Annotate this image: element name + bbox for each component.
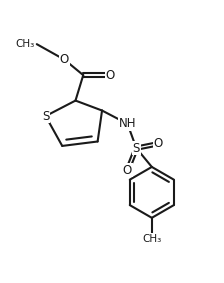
Text: O: O [154,137,163,150]
Text: CH₃: CH₃ [15,39,34,49]
Text: S: S [42,110,49,123]
Text: O: O [105,69,114,82]
Text: S: S [133,142,140,155]
Text: NH: NH [119,117,136,130]
Text: CH₃: CH₃ [142,234,162,244]
Text: O: O [60,53,69,66]
Text: O: O [123,164,132,177]
